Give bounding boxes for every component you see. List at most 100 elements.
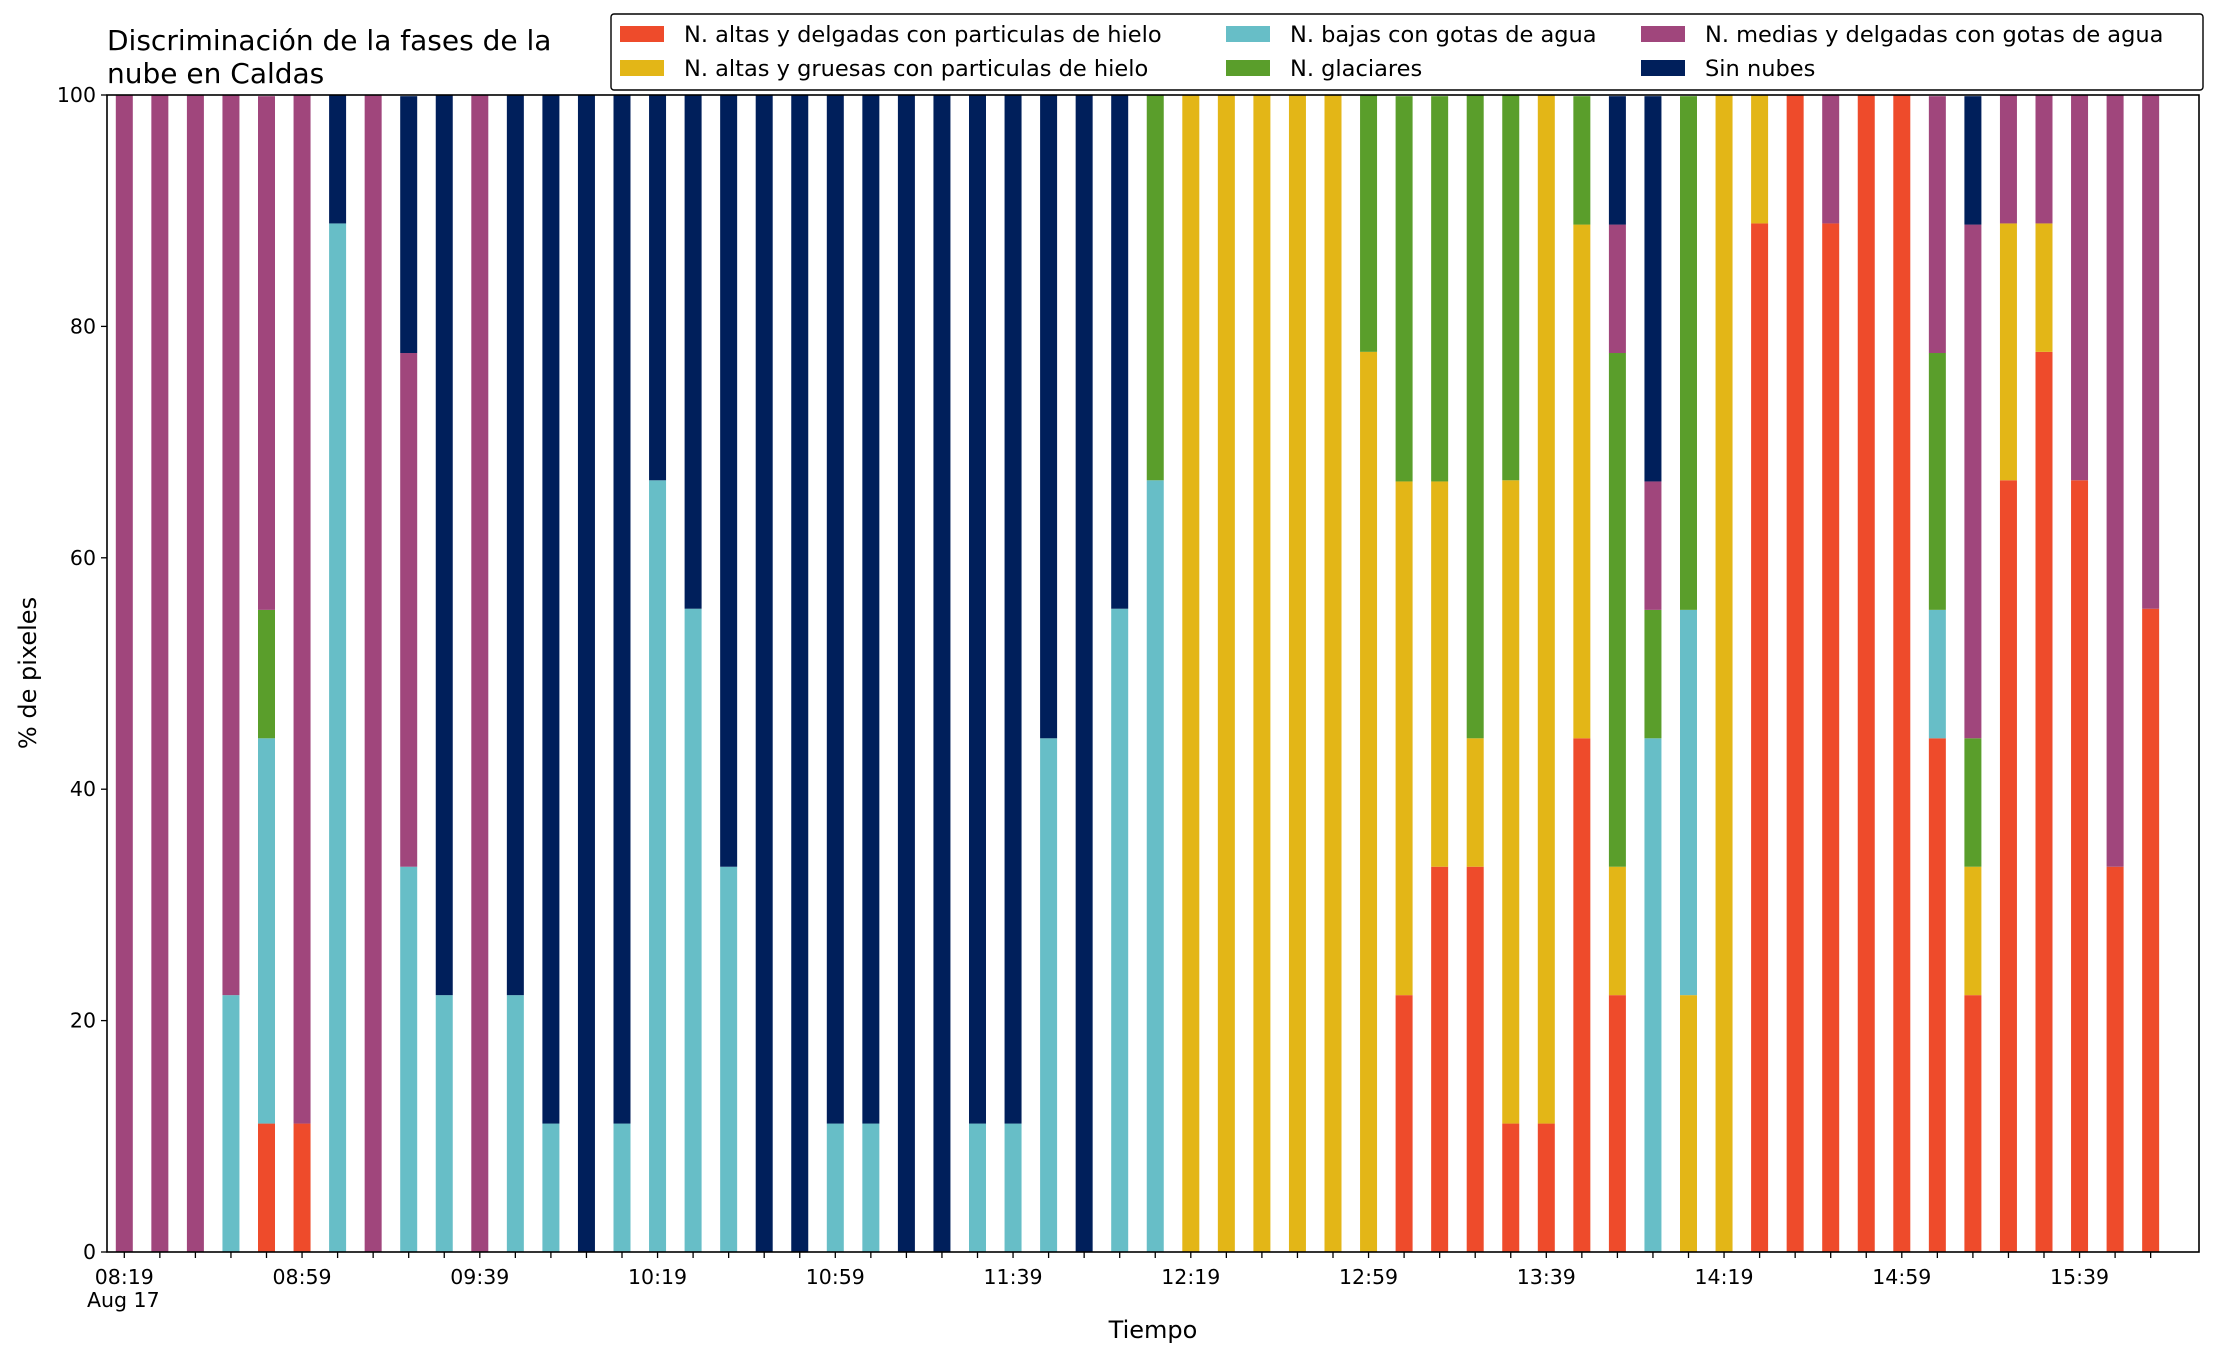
x-tick-label: 08:19 [95, 1265, 154, 1289]
bar-segment-56-series-0 [2106, 866, 2124, 1252]
bar-segment-48-series-4 [1822, 95, 1840, 224]
bar-segment-33-series-1 [1288, 95, 1306, 1252]
bar-segment-29-series-2 [1146, 480, 1164, 1252]
bar-segment-37-series-1 [1431, 481, 1449, 867]
bar-segment-51-series-4 [1928, 96, 1946, 354]
bar-segment-50-series-0 [1893, 95, 1911, 1252]
bar-segment-20-series-2 [826, 1123, 844, 1252]
y-tick-label: 20 [70, 1009, 96, 1033]
y-tick-label: 100 [57, 83, 96, 107]
x-tick-label: 10:19 [628, 1265, 687, 1289]
bar-segment-35-series-1 [1360, 351, 1378, 1253]
bar-segment-8-series-5 [400, 96, 418, 354]
bar-segment-20-series-5 [826, 95, 844, 1124]
bar-segment-49-series-0 [1857, 95, 1875, 1252]
bar-segment-25-series-2 [1004, 1123, 1022, 1252]
bar-segment-6-series-5 [329, 95, 347, 224]
bar-segment-43-series-5 [1644, 96, 1662, 482]
bar-segment-47-series-0 [1786, 95, 1804, 1252]
bar-segment-52-series-3 [1964, 738, 1982, 867]
bar-segment-31-series-1 [1217, 95, 1235, 1252]
legend-label-3: N. glaciares [1290, 56, 1422, 82]
bar-segment-32-series-1 [1253, 95, 1271, 1252]
bar-segment-36-series-0 [1395, 995, 1413, 1252]
x-tick-label: 14:59 [1872, 1265, 1931, 1289]
bar-segment-40-series-1 [1537, 95, 1555, 1124]
bar-segment-48-series-0 [1822, 223, 1840, 1253]
x-axis-label: Tiempo [1108, 1316, 1198, 1344]
legend-label-2: N. bajas con gotas de agua [1290, 22, 1597, 48]
bar-segment-18-series-5 [755, 95, 773, 1252]
bar-segment-0-series-4 [115, 95, 133, 1252]
bar-segment-39-series-3 [1502, 95, 1520, 481]
bars-group [115, 95, 2160, 1253]
x-tick-label: 15:39 [2050, 1265, 2109, 1289]
legend-label-0: N. altas y delgadas con particulas de hi… [684, 22, 1162, 48]
bar-segment-42-series-3 [1608, 353, 1626, 867]
bar-segment-26-series-5 [1040, 95, 1058, 739]
bar-segment-42-series-0 [1608, 995, 1626, 1252]
legend-swatch-2 [1226, 26, 1270, 42]
bar-segment-46-series-1 [1751, 95, 1769, 224]
bar-segment-21-series-5 [862, 95, 880, 1124]
bar-segment-54-series-1 [2035, 223, 2053, 352]
bar-segment-9-series-5 [435, 95, 453, 996]
bar-segment-43-series-3 [1644, 609, 1662, 739]
x-tick-label: 12:59 [1339, 1265, 1398, 1289]
bar-segment-9-series-2 [435, 995, 453, 1252]
bar-segment-11-series-2 [506, 995, 524, 1252]
bar-segment-16-series-5 [684, 95, 702, 609]
bar-segment-10-series-4 [471, 95, 489, 1252]
bar-segment-12-series-5 [542, 95, 560, 1124]
x-tick-label: 13:39 [1517, 1265, 1576, 1289]
bar-segment-43-series-2 [1644, 738, 1662, 1252]
bar-segment-21-series-2 [862, 1123, 880, 1252]
bar-segment-16-series-2 [684, 608, 702, 1252]
bar-segment-54-series-4 [2035, 95, 2053, 224]
bar-segment-44-series-1 [1680, 995, 1697, 1252]
bar-segment-4-series-0 [258, 1123, 275, 1252]
x-tick-label: 11:39 [984, 1265, 1043, 1289]
bar-segment-27-series-5 [1075, 95, 1093, 1252]
bar-segment-36-series-1 [1395, 481, 1413, 996]
bar-segment-13-series-5 [577, 95, 595, 1252]
y-axis-label: % de pixeles [14, 597, 42, 749]
bar-segment-42-series-1 [1608, 866, 1626, 996]
bar-segment-29-series-3 [1146, 95, 1164, 481]
bar-segment-51-series-2 [1928, 609, 1946, 739]
bar-segment-54-series-0 [2035, 351, 2053, 1253]
bar-segment-34-series-1 [1324, 95, 1342, 1252]
x-date-label: Aug 17 [87, 1288, 160, 1312]
legend-label-1: N. altas y gruesas con particulas de hie… [684, 56, 1148, 82]
x-ticks: 08:19 08:59 09:39 10:19 10:59 11:39 12:19 12:59… [95, 1252, 2152, 1289]
x-tick-label: 14:19 [1695, 1265, 1754, 1289]
bar-segment-42-series-5 [1608, 96, 1626, 225]
bar-segment-24-series-2 [969, 1123, 986, 1252]
legend-label-4: N. medias y delgadas con gotas de agua [1705, 22, 2163, 48]
chart-title-line-1: Discriminación de la fases de la [107, 24, 551, 57]
bar-segment-39-series-1 [1502, 480, 1520, 1124]
bar-segment-52-series-4 [1964, 224, 1982, 739]
legend: N. altas y delgadas con particulas de hi… [610, 13, 2204, 91]
bar-segment-55-series-0 [2071, 480, 2089, 1252]
bar-segment-38-series-3 [1466, 95, 1484, 739]
bar-segment-4-series-3 [258, 609, 275, 739]
bar-segment-8-series-4 [400, 353, 418, 867]
legend-swatch-5 [1641, 60, 1685, 76]
bar-segment-37-series-3 [1431, 96, 1449, 482]
plot-frame [106, 94, 2200, 1253]
bar-segment-52-series-1 [1964, 866, 1982, 996]
bar-segment-3-series-4 [222, 95, 240, 996]
bar-segment-51-series-3 [1928, 353, 1946, 610]
bar-segment-41-series-1 [1573, 224, 1591, 739]
bar-segment-2-series-4 [186, 95, 204, 1252]
bar-segment-53-series-1 [1999, 223, 2017, 481]
bar-segment-19-series-5 [791, 95, 809, 1252]
bar-segment-17-series-5 [720, 95, 738, 867]
bar-segment-17-series-2 [720, 866, 738, 1252]
bar-segment-56-series-4 [2106, 95, 2124, 867]
bar-segment-44-series-3 [1680, 96, 1697, 610]
y-ticks: 0 20 40 60 80 100 [57, 83, 107, 1264]
bar-segment-53-series-4 [1999, 95, 2017, 224]
